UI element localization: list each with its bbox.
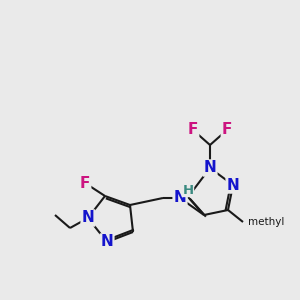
Text: F: F: [80, 176, 90, 190]
Text: F: F: [222, 122, 232, 137]
Text: N: N: [82, 211, 94, 226]
Text: N: N: [204, 160, 216, 175]
Text: N: N: [226, 178, 239, 193]
Text: methyl: methyl: [248, 217, 284, 227]
Text: N: N: [100, 235, 113, 250]
Text: N: N: [174, 190, 186, 206]
Text: F: F: [188, 122, 198, 137]
Text: H: H: [182, 184, 194, 196]
